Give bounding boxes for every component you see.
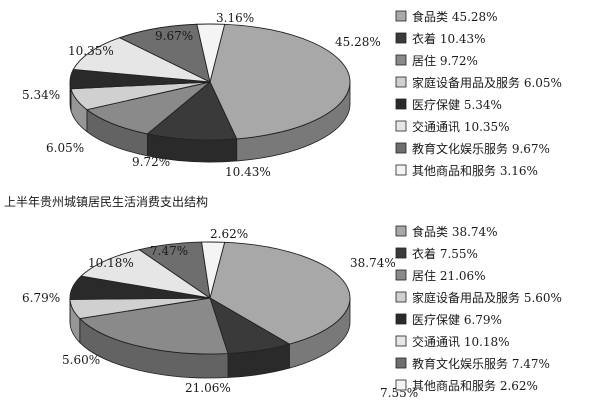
legend-swatch-medical <box>395 313 407 325</box>
legend-label-other: 其他商品和服务 2.62% <box>412 378 538 393</box>
legend-label-medical: 医疗保健 5.34% <box>412 98 502 112</box>
legend-label-housing: 居住 21.06% <box>412 269 486 283</box>
legend-swatch-household <box>395 76 407 88</box>
pie-label-housing: 21.06% <box>185 381 231 395</box>
legend-label-household: 家庭设备用品及服务 6.05% <box>412 75 562 90</box>
pie-slice-food <box>209 23 351 140</box>
pie-slice-other <box>201 241 226 299</box>
legend-swatch-education <box>395 142 407 154</box>
legend-swatch-transport <box>395 335 407 347</box>
pie-label-other: 3.16% <box>216 11 254 25</box>
legend-swatch-housing <box>395 269 407 281</box>
pie-label-transport: 10.35% <box>68 44 114 58</box>
pie-label-clothing: 10.43% <box>225 165 271 179</box>
legend-2: 食品类 38.74% 衣着 7.55% 居住 21.06% 家庭设备用品及服务 5.6… <box>395 224 562 393</box>
legend-label-transport: 交通通讯 10.18% <box>412 334 510 349</box>
pie-label-household: 6.05% <box>46 141 84 155</box>
legend-swatch-clothing <box>395 32 407 44</box>
pie-label-clothing: 7.55% <box>380 386 418 400</box>
legend-swatch-medical <box>395 98 407 110</box>
pie-slice-housing <box>78 297 229 355</box>
legend-label-clothing: 衣着 10.43% <box>412 31 486 46</box>
chart-caption: 上半年贵州城镇居民生活消费支出结构 <box>4 195 209 209</box>
legend-swatch-education <box>395 357 407 369</box>
pie-label-medical: 6.79% <box>22 291 60 305</box>
pie-slice-transport <box>72 37 211 83</box>
legend-label-food: 食品类 38.74% <box>412 224 498 239</box>
legend-label-transport: 交通通讯 10.35% <box>412 119 510 134</box>
pie-label-medical: 5.34% <box>22 88 60 102</box>
pie-slice-education <box>118 23 211 83</box>
legend-label-food: 食品类 45.28% <box>412 9 498 24</box>
legend-label-clothing: 衣着 7.55% <box>412 246 478 261</box>
legend-label-medical: 医疗保健 6.79% <box>412 313 502 327</box>
legend-swatch-housing <box>395 54 407 66</box>
legend-swatch-transport <box>395 120 407 132</box>
pie-chart-2: 38.74% 7.55% 21.06% 5.60% 6.79% 10.18% 7.47% 2.… <box>22 227 418 400</box>
legend-label-other: 其他商品和服务 3.16% <box>412 163 538 178</box>
pie-chart-1: 45.28% 10.43% 9.72% 6.05% 5.34% 10.35% 9.67% 3.… <box>22 11 381 179</box>
pie-label-housing: 9.72% <box>132 155 170 169</box>
legend-label-household: 家庭设备用品及服务 5.60% <box>412 290 562 305</box>
legend-swatch-household <box>395 291 407 303</box>
pie-slice-food <box>209 241 351 345</box>
pie-slice-clothing <box>146 81 238 141</box>
legend-label-education: 教育文化娱乐服务 7.47% <box>412 356 550 371</box>
pie-label-other: 2.62% <box>210 227 248 241</box>
pie-label-food: 38.74% <box>350 256 396 270</box>
pie-label-education: 9.67% <box>155 29 193 43</box>
legend-1: 食品类 45.28% 衣着 10.43% 居住 9.72% 家庭设备用品及服务 6.0… <box>395 9 562 178</box>
legend-swatch-clothing <box>395 247 407 259</box>
legend-swatch-food <box>395 10 407 22</box>
pie-label-food: 45.28% <box>335 35 381 49</box>
legend-label-education: 教育文化娱乐服务 9.67% <box>412 141 550 156</box>
pie-label-education: 7.47% <box>150 244 188 258</box>
pie-slice-transport <box>80 249 211 299</box>
pie-slice-housing <box>85 81 211 135</box>
legend-label-housing: 居住 9.72% <box>412 54 478 68</box>
pie-slice-other <box>196 23 226 83</box>
pie-label-household: 5.60% <box>62 353 100 367</box>
legend-swatch-other <box>395 379 407 391</box>
pie-label-transport: 10.18% <box>88 256 134 270</box>
legend-swatch-other <box>395 164 407 176</box>
legend-swatch-food <box>395 225 407 237</box>
